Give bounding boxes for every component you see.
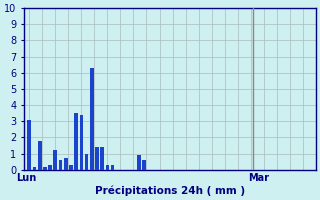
- Bar: [74, 113, 78, 170]
- Bar: [53, 150, 57, 170]
- Bar: [43, 167, 47, 170]
- Bar: [111, 165, 115, 170]
- Bar: [85, 154, 88, 170]
- Bar: [64, 158, 68, 170]
- Bar: [137, 155, 140, 170]
- Bar: [48, 165, 52, 170]
- Bar: [28, 120, 31, 170]
- Bar: [33, 167, 36, 170]
- Bar: [95, 147, 99, 170]
- Bar: [90, 68, 94, 170]
- Bar: [142, 160, 146, 170]
- X-axis label: Précipitations 24h ( mm ): Précipitations 24h ( mm ): [95, 185, 245, 196]
- Bar: [38, 141, 42, 170]
- Bar: [106, 165, 109, 170]
- Bar: [100, 147, 104, 170]
- Bar: [80, 115, 83, 170]
- Bar: [59, 160, 62, 170]
- Bar: [69, 165, 73, 170]
